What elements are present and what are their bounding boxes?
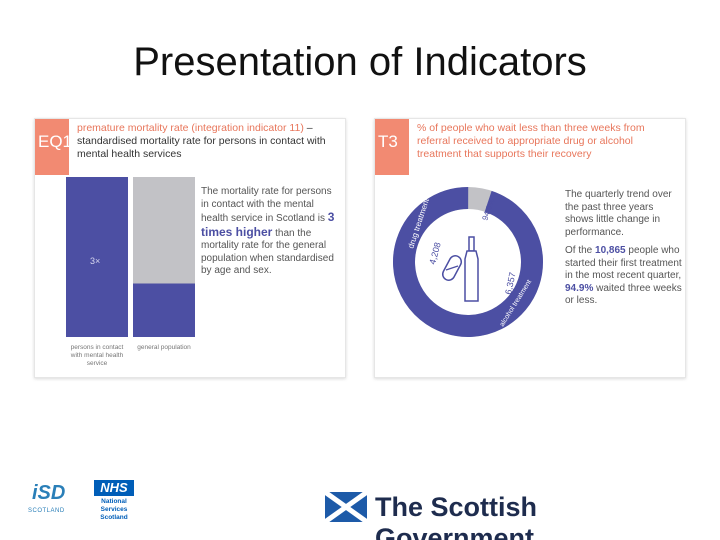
nhs-nss-logo: NHS National Services Scotland <box>90 478 138 534</box>
bottle-icon <box>464 236 479 302</box>
t3-paragraph-1: The quarterly trend over the past three … <box>565 189 672 238</box>
bar-general <box>133 177 195 337</box>
bar-label-persons: persons in contact with mental health se… <box>70 344 124 367</box>
t3-donut-chart: drug treatment 4,208 94.9% 6,357 alcohol… <box>383 177 553 347</box>
scottish-government-logo: The Scottish Government <box>325 488 690 540</box>
nhs-logo-subtext: National Services Scotland <box>90 498 138 522</box>
nhs-logo-text: NHS <box>94 480 134 496</box>
t3-p2-num2: 94.9% <box>565 282 594 294</box>
eq1-text-before: The mortality rate for persons in contac… <box>201 186 332 224</box>
donut-value-drug: 4,208 <box>427 241 442 265</box>
t3-description: The quarterly trend over the past three … <box>565 189 683 314</box>
t3-p2-after: waited three weeks or less. <box>565 282 682 307</box>
isd-scotland-logo: iSD SCOTLAND <box>26 478 84 520</box>
nhs-sub-2: Services <box>100 506 128 513</box>
donut-main-arc <box>393 187 543 337</box>
bar-persons <box>66 177 128 337</box>
eq1-title-lead: premature mortality rate (integration in… <box>77 122 304 134</box>
bar-label-general: general population <box>137 344 191 351</box>
t3-p2-num1: 10,865 <box>595 245 626 256</box>
eq1-title-rest: – standardised mortality rate for person… <box>77 122 326 160</box>
eq1-title: premature mortality rate (integration in… <box>77 122 339 161</box>
nhs-sub-1: National <box>101 498 127 505</box>
t3-code-badge: T3 <box>375 119 409 175</box>
saltire-flag-icon <box>325 492 367 522</box>
donut-svg: drug treatment 4,208 94.9% 6,357 alcohol… <box>393 187 543 337</box>
eq1-description: The mortality rate for persons in contac… <box>201 186 341 278</box>
bar-multiplier-label: 3× <box>90 256 101 266</box>
eq1-card: EQ1 premature mortality rate (integratio… <box>34 118 346 378</box>
t3-p2-before: Of the <box>565 245 596 256</box>
eq1-code-badge: EQ1 <box>35 119 72 175</box>
eq1-text-after: than the mortality rate for the general … <box>201 227 334 277</box>
t3-card: T3 % of people who wait less than three … <box>374 118 686 378</box>
eq1-bar-chart: 3× persons in contact with mental health… <box>35 119 205 379</box>
nhs-sub-3: Scotland <box>100 514 128 521</box>
page-title: Presentation of Indicators <box>133 40 587 84</box>
t3-title: % of people who wait less than three wee… <box>417 122 645 160</box>
isd-logo-text: iSD <box>32 482 66 504</box>
donut-value-alcohol: 6,357 <box>503 271 517 295</box>
pill-icon <box>441 255 463 281</box>
eq1-text-strong: 3 times higher <box>201 210 335 239</box>
scottish-government-text: The Scottish Government <box>375 492 538 540</box>
isd-logo-subtext: SCOTLAND <box>28 508 65 514</box>
t3-paragraph-2: Of the 10,865 people who started their f… <box>565 245 683 308</box>
t3-p2-middle: people who started their first treatment… <box>565 245 682 281</box>
